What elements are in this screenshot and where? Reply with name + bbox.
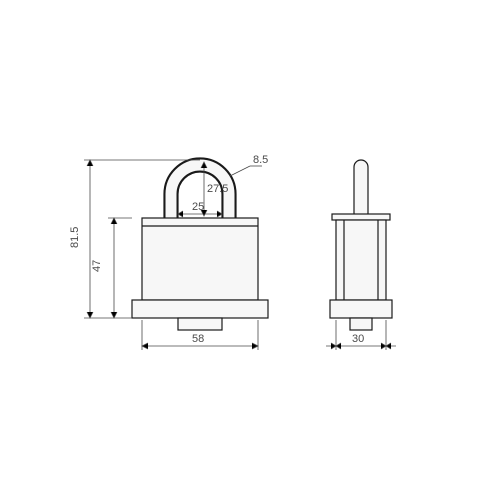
- dim-81-5-label: 81.5: [69, 227, 81, 248]
- dim-25: 25: [178, 201, 222, 217]
- dim-30-label: 30: [352, 333, 364, 345]
- dim-47-label: 47: [91, 260, 103, 272]
- front-view: [132, 158, 268, 330]
- dim-27-5-label: 27.5: [207, 183, 228, 195]
- side-lockbox: [350, 318, 372, 330]
- front-body: [142, 218, 258, 300]
- side-bar: [354, 160, 368, 220]
- side-view: [330, 160, 392, 330]
- side-cap: [332, 214, 390, 220]
- dim-8-5: 8.5: [230, 154, 268, 176]
- side-base: [330, 300, 392, 318]
- front-lockbox: [178, 318, 222, 330]
- dim-8-5-label: 8.5: [253, 154, 268, 166]
- dim-58-label: 58: [192, 333, 204, 345]
- dim-47: 47: [91, 218, 132, 318]
- front-base: [132, 300, 268, 318]
- padlock-tech-drawing: 58 47 81.5 25: [0, 0, 500, 500]
